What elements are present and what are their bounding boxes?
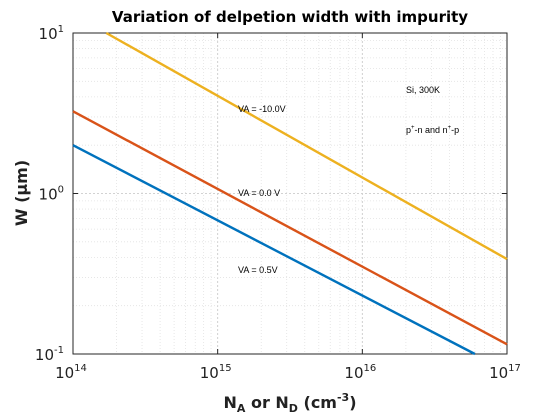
x-tick-label: 1014 [55,363,87,382]
x-tick-label: 1016 [344,363,376,382]
y-axis-label: W (μm) [12,160,31,226]
series-labels: VA = -10.0V VA = 0.0 V VA = 0.5V [238,104,286,275]
series-line [72,110,508,346]
chart-title: Variation of delpetion width with impuri… [112,8,468,26]
y-tick-label: 10-1 [35,345,64,364]
x-tick-label: 1015 [200,363,232,382]
y-tick-label: 101 [39,24,64,43]
y-tick-label: 100 [39,185,64,204]
series-layer [72,31,508,356]
series-label: VA = -10.0V [238,104,286,114]
x-axis-label: NA or ND (cm-3) [223,391,356,415]
x-tick-labels: 1014 1015 1016 1017 [55,33,521,382]
annotation-material: Si, 300K [406,85,440,95]
series-label: VA = 0.5V [238,265,278,275]
annotation-junction: p+-n and n+-p [406,125,459,135]
x-tick-label: 1017 [489,363,521,382]
grid [73,33,507,354]
series-label: VA = 0.0 V [238,188,280,198]
y-tick-labels: 101 100 10-1 [35,24,507,364]
series-line [105,31,508,261]
series-line [72,144,476,356]
